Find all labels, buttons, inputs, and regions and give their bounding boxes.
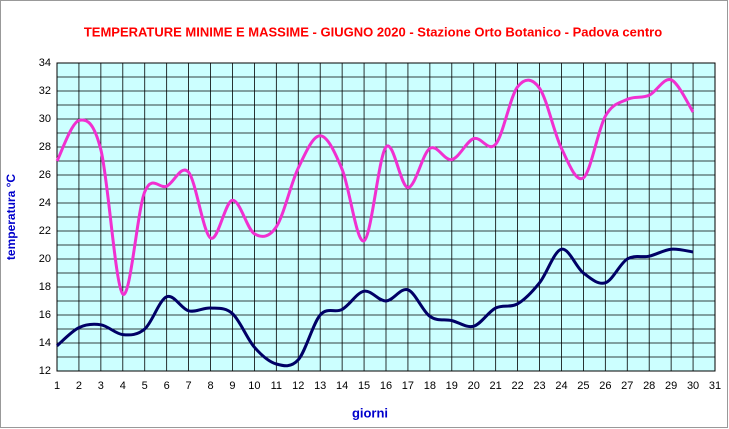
x-tick-label: 28 — [643, 380, 655, 392]
y-tick-label: 18 — [39, 281, 51, 293]
y-tick-label: 22 — [39, 225, 51, 237]
x-tick-label: 4 — [120, 380, 126, 392]
x-tick-label: 19 — [446, 380, 458, 392]
x-tick-label: 5 — [142, 380, 148, 392]
x-tick-label: 20 — [468, 380, 480, 392]
x-tick-label: 3 — [98, 380, 104, 392]
y-tick-label: 12 — [39, 365, 51, 377]
y-axis-label: temperatura °C — [4, 174, 18, 260]
x-tick-label: 17 — [402, 380, 414, 392]
y-tick-label: 24 — [39, 197, 51, 209]
x-tick-label: 18 — [424, 380, 436, 392]
y-tick-label: 34 — [39, 57, 51, 69]
x-tick-label: 6 — [164, 380, 170, 392]
x-tick-label: 29 — [665, 380, 677, 392]
y-tick-label: 30 — [39, 113, 51, 125]
x-tick-label: 14 — [336, 380, 348, 392]
y-tick-label: 20 — [39, 253, 51, 265]
y-tick-label: 16 — [39, 309, 51, 321]
x-tick-label: 31 — [709, 380, 721, 392]
x-tick-label: 24 — [555, 380, 567, 392]
y-tick-label: 26 — [39, 169, 51, 181]
line-series — [56, 247, 694, 368]
x-tick-label: 12 — [292, 380, 304, 392]
x-tick-label: 8 — [207, 380, 213, 392]
x-tick-label: 27 — [621, 380, 633, 392]
y-tick-label: 14 — [39, 337, 51, 349]
x-tick-label: 26 — [599, 380, 611, 392]
chart-title: TEMPERATURE MINIME E MASSIME - GIUGNO 20… — [84, 24, 662, 39]
x-axis-label: giorni — [352, 405, 388, 420]
x-tick-label: 30 — [687, 380, 699, 392]
x-tick-label: 15 — [358, 380, 370, 392]
y-tick-label: 32 — [39, 85, 51, 97]
x-tick-label: 21 — [490, 380, 502, 392]
x-tick-label: 22 — [511, 380, 523, 392]
x-tick-label: 10 — [248, 380, 260, 392]
x-tick-label: 16 — [380, 380, 392, 392]
x-tick-label: 7 — [186, 380, 192, 392]
line-series — [55, 78, 695, 296]
x-tick-label: 13 — [314, 380, 326, 392]
x-tick-label: 2 — [76, 380, 82, 392]
x-tick-label: 23 — [533, 380, 545, 392]
x-tick-label: 1 — [54, 380, 60, 392]
y-tick-label: 28 — [39, 141, 51, 153]
x-tick-label: 25 — [577, 380, 589, 392]
x-tick-label: 9 — [229, 380, 235, 392]
x-tick-label: 11 — [271, 380, 282, 392]
